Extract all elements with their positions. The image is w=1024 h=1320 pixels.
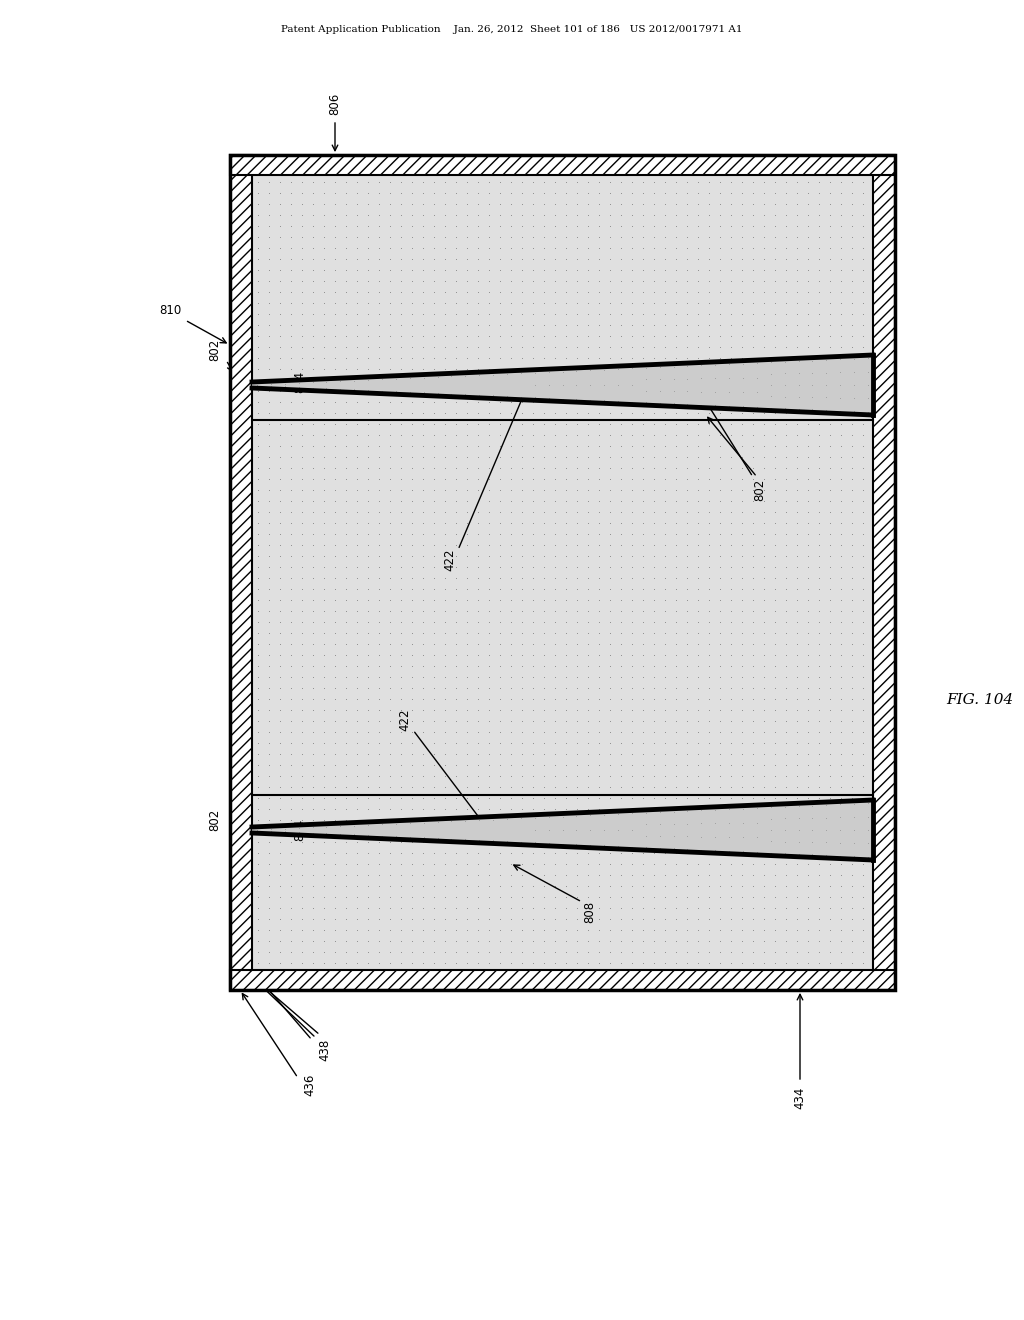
Text: 802: 802	[209, 809, 221, 832]
Text: 438: 438	[318, 1039, 332, 1061]
Bar	[230, 154, 895, 990]
Text: 806: 806	[329, 92, 341, 115]
Text: 810: 810	[159, 304, 181, 317]
Text: 804: 804	[294, 818, 306, 841]
Text: 422: 422	[398, 709, 412, 731]
Text: 804: 804	[294, 371, 306, 393]
Bar	[230, 154, 252, 990]
Text: 808: 808	[584, 902, 597, 923]
Text: 422: 422	[443, 549, 457, 572]
Polygon shape	[252, 800, 873, 861]
Text: FIG. 104: FIG. 104	[946, 693, 1014, 708]
Bar	[230, 154, 895, 176]
Text: 436: 436	[303, 1073, 316, 1096]
Text: Patent Application Publication    Jan. 26, 2012  Sheet 101 of 186   US 2012/0017: Patent Application Publication Jan. 26, …	[282, 25, 742, 34]
Polygon shape	[252, 355, 873, 414]
Bar	[230, 154, 895, 990]
Bar	[230, 970, 895, 990]
Text: 802: 802	[209, 339, 221, 362]
Text: 802: 802	[754, 479, 767, 502]
Bar	[873, 154, 895, 990]
Text: 434: 434	[794, 1086, 807, 1109]
